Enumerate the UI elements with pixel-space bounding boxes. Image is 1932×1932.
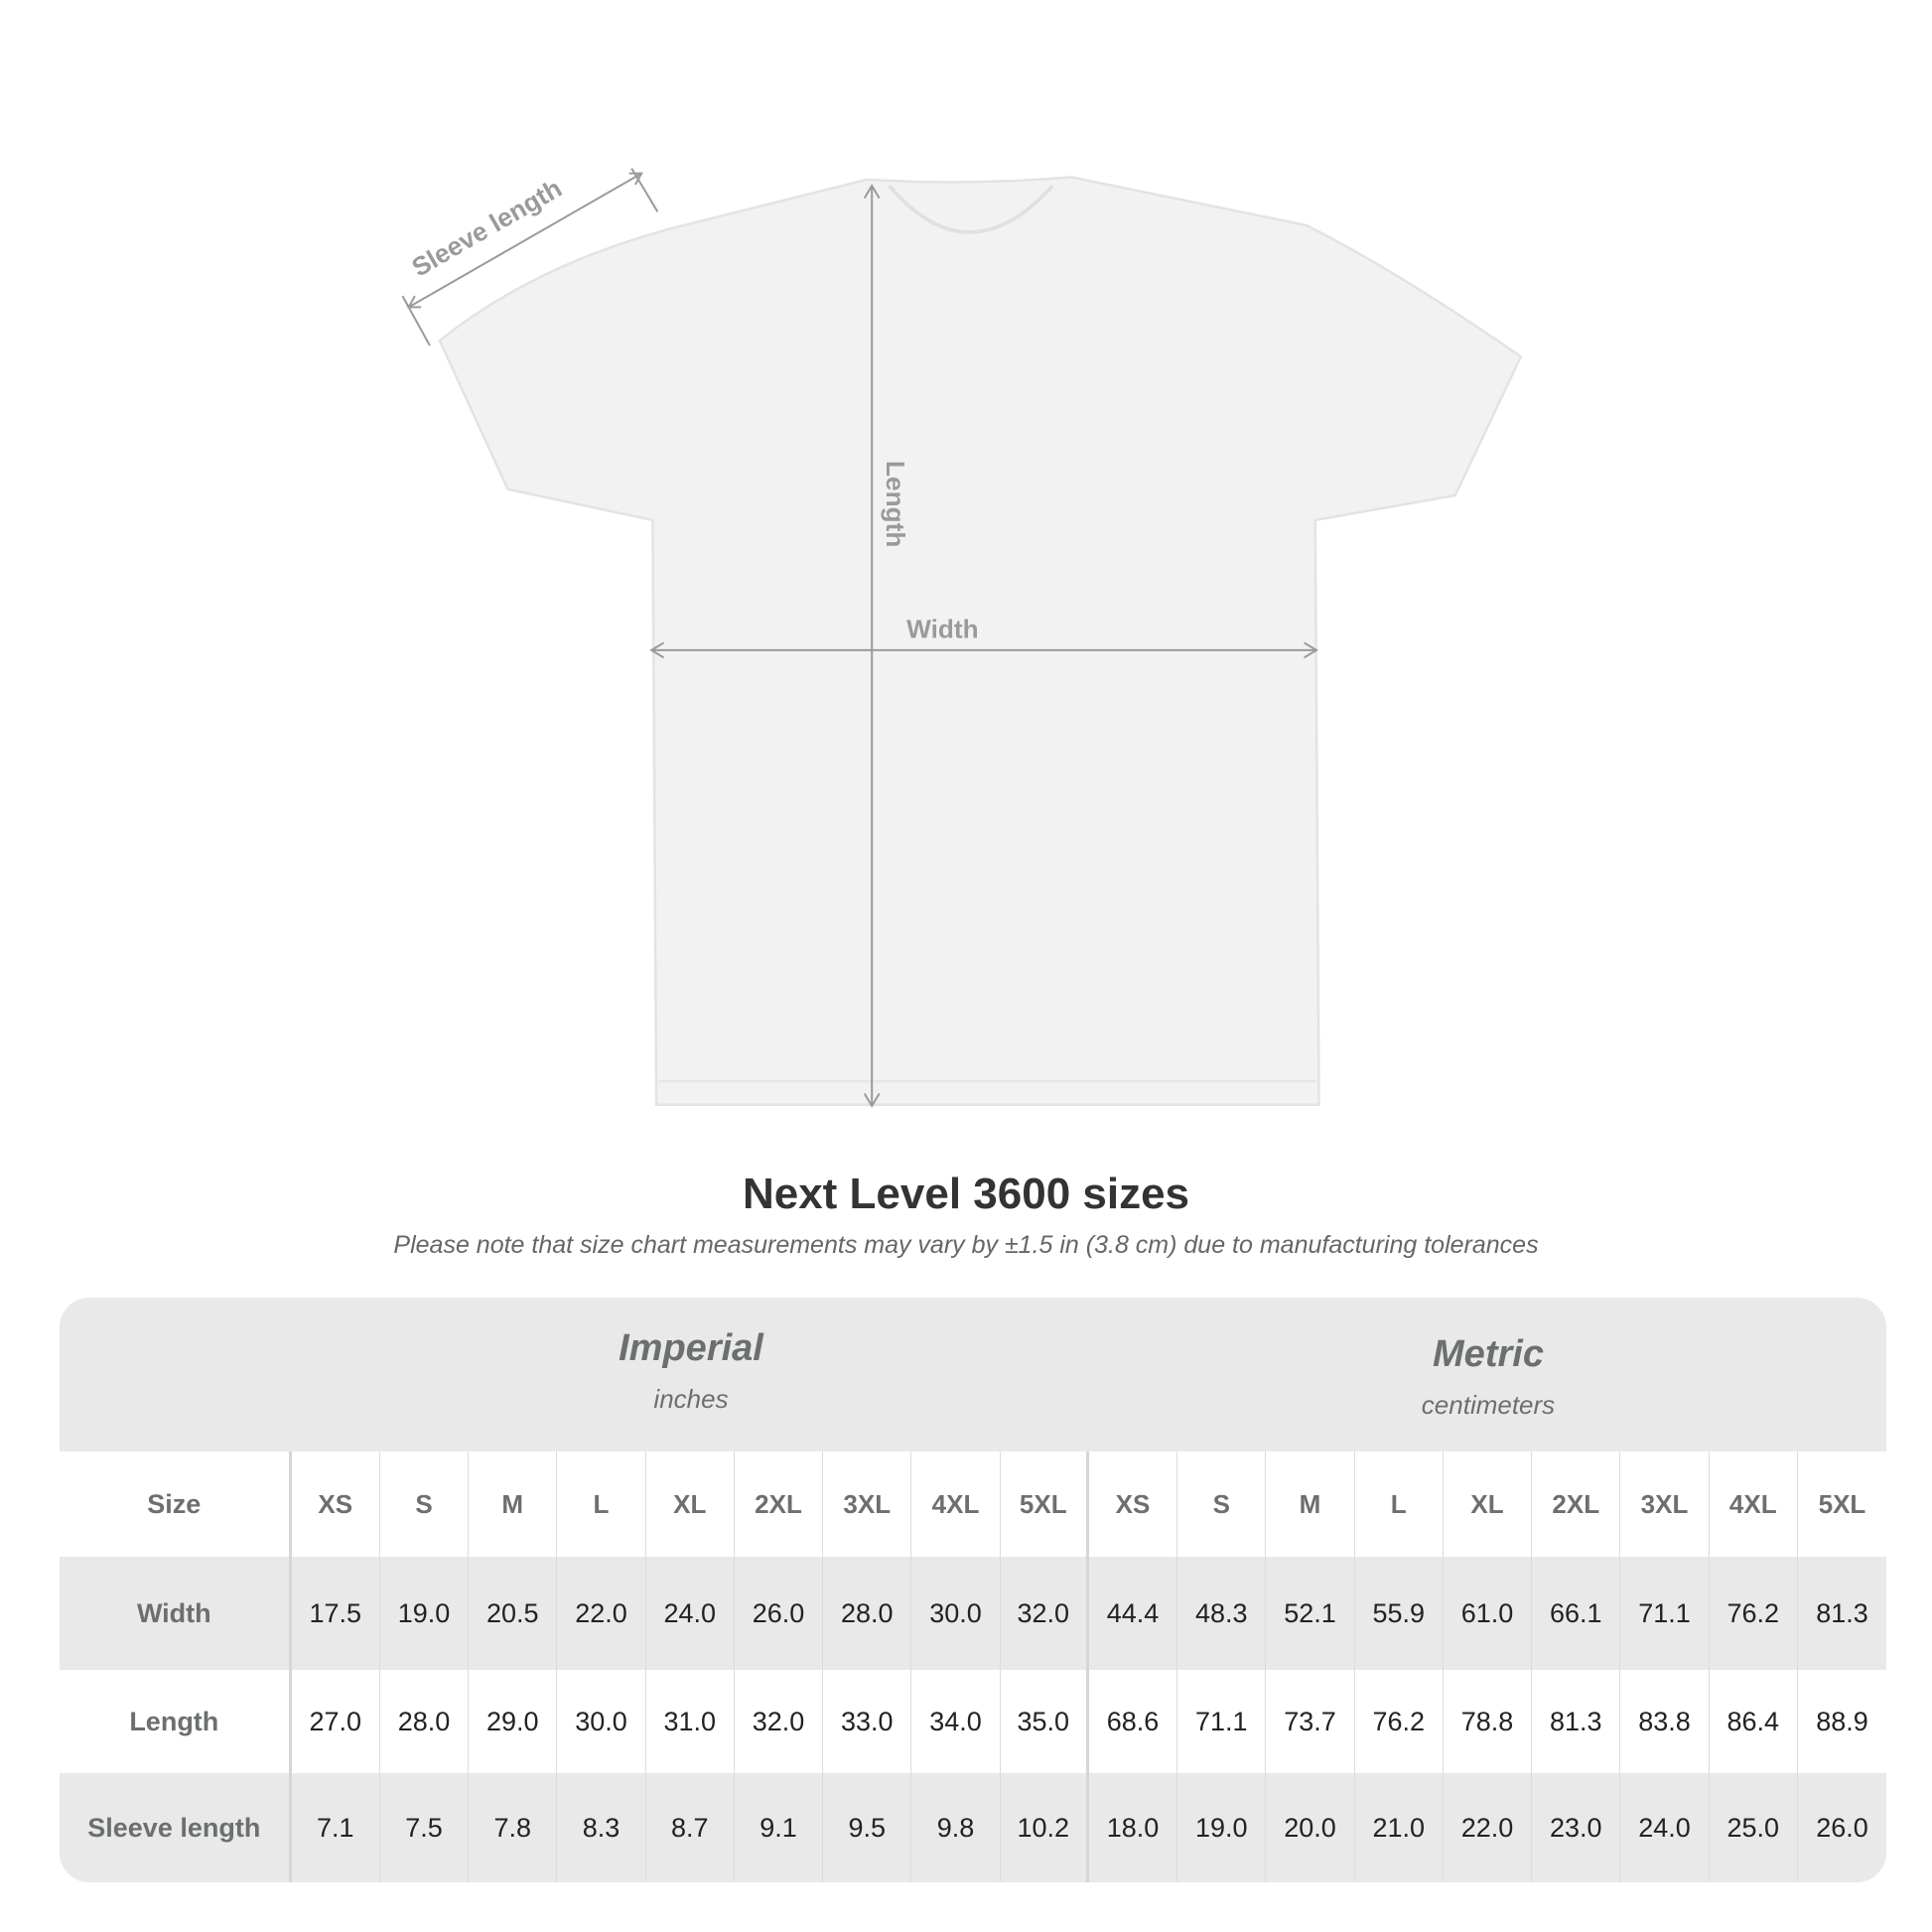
metric-cell: 55.9 (1355, 1557, 1444, 1670)
imperial-cell: 29.0 (469, 1670, 558, 1773)
length-row: Length 27.0 28.0 29.0 30.0 31.0 32.0 33.0 34.0 35… (60, 1670, 1886, 1773)
imperial-cell: 24.0 (646, 1557, 735, 1670)
sleeve-length-label: Sleeve length (407, 173, 567, 282)
imperial-cell: 10.2 (1001, 1773, 1089, 1882)
imperial-cell: 8.7 (646, 1773, 735, 1882)
metric-cell: 25.0 (1710, 1773, 1798, 1882)
metric-cell: 66.1 (1532, 1557, 1621, 1670)
imperial-cell: 30.0 (911, 1557, 1001, 1670)
metric-cell: 61.0 (1444, 1557, 1533, 1670)
imperial-cell: XS (292, 1451, 380, 1557)
metric-cell: 22.0 (1444, 1773, 1533, 1882)
metric-cell: 3XL (1620, 1451, 1710, 1557)
imperial-cell: M (469, 1451, 558, 1557)
imperial-cell: 33.0 (823, 1670, 912, 1773)
metric-cell: 81.3 (1532, 1670, 1621, 1773)
metric-cell: XL (1444, 1451, 1533, 1557)
metric-cell: 5XL (1818, 1488, 1866, 1519)
imperial-cell: 22.0 (557, 1557, 646, 1670)
metric-cell: 78.8 (1444, 1670, 1533, 1773)
row-label: Width (60, 1557, 292, 1670)
metric-cell: 71.1 (1620, 1557, 1710, 1670)
imperial-cell: 19.0 (380, 1557, 470, 1670)
imperial-cell: 35.0 (1001, 1670, 1089, 1773)
imperial-cell: 7.1 (292, 1773, 380, 1882)
width-label: Width (906, 614, 978, 643)
imperial-cell: 32.0 (735, 1670, 824, 1773)
metric-cell: 19.0 (1177, 1773, 1267, 1882)
imperial-cell: 2XL (735, 1451, 824, 1557)
imperial-cell: 26.0 (735, 1557, 824, 1670)
metric-cell: M (1266, 1451, 1355, 1557)
metric-cell: 81.3 (1816, 1597, 1868, 1628)
imperial-cell: 8.3 (557, 1773, 646, 1882)
sleeve-length-row: Sleeve length 7.1 7.5 7.8 8.3 8.7 9.1 9.5 9.8 10.… (60, 1773, 1886, 1882)
metric-cell: L (1355, 1451, 1444, 1557)
imperial-cell: 31.0 (646, 1670, 735, 1773)
imperial-cell: 9.5 (823, 1773, 912, 1882)
row-label: Size (60, 1451, 292, 1557)
metric-cell: XS (1089, 1451, 1178, 1557)
imperial-cell: 9.1 (735, 1773, 824, 1882)
tolerance-note: Please note that size chart measurements… (393, 1231, 1539, 1259)
metric-cell: 68.6 (1089, 1670, 1178, 1773)
imperial-cell: 28.0 (380, 1670, 470, 1773)
metric-unit: centimeters (1421, 1390, 1556, 1420)
sleeve-arrow (408, 172, 642, 309)
metric-cell: 4XL (1710, 1451, 1798, 1557)
imperial-cell: 34.0 (911, 1670, 1001, 1773)
length-label: Length (881, 461, 910, 547)
tshirt-shape (438, 176, 1523, 1106)
metric-cell: S (1177, 1451, 1267, 1557)
metric-cell: 52.1 (1266, 1557, 1355, 1670)
row-label: Length (60, 1670, 292, 1773)
imperial-cell: 7.8 (469, 1773, 558, 1882)
metric-cell: 26.0 (1816, 1812, 1868, 1843)
metric-cell: 20.0 (1266, 1773, 1355, 1882)
metric-cell: 2XL (1532, 1451, 1621, 1557)
imperial-cell: 4XL (911, 1451, 1001, 1557)
metric-cell: 88.9 (1816, 1706, 1868, 1736)
metric-cell: 21.0 (1355, 1773, 1444, 1882)
row-label: Sleeve length (60, 1773, 292, 1882)
imperial-unit: inches (653, 1384, 729, 1414)
imperial-cell: 17.5 (292, 1557, 380, 1670)
metric-cell: 23.0 (1532, 1773, 1621, 1882)
imperial-title: Imperial (619, 1327, 763, 1369)
metric-cell: 76.2 (1710, 1557, 1798, 1670)
metric-cell: 83.8 (1620, 1670, 1710, 1773)
imperial-cell: 9.8 (911, 1773, 1001, 1882)
imperial-cell: 7.5 (380, 1773, 470, 1882)
imperial-header: Imperial inches (292, 1298, 1090, 1481)
imperial-cell: S (380, 1451, 470, 1557)
size-row: Size XS S M L XL 2XL 3XL 4XL 5XL XS S M L XL 2XL 3XL 4XL 5… (60, 1451, 1886, 1557)
imperial-cell: XL (646, 1451, 735, 1557)
imperial-cell: 27.0 (292, 1670, 380, 1773)
metric-cell: 86.4 (1710, 1670, 1798, 1773)
size-table: Imperial inches Metric centimeters Size X… (60, 1298, 1886, 1882)
imperial-cell: 28.0 (823, 1557, 912, 1670)
page-title: Next Level 3600 sizes (742, 1170, 1190, 1218)
metric-cell: 24.0 (1620, 1773, 1710, 1882)
imperial-cell: 20.5 (469, 1557, 558, 1670)
metric-cell: 18.0 (1089, 1773, 1178, 1882)
metric-cell: 44.4 (1089, 1557, 1178, 1670)
imperial-cell: 32.0 (1001, 1557, 1089, 1670)
metric-header: Metric centimeters (1090, 1298, 1886, 1487)
metric-cell: 48.3 (1177, 1557, 1267, 1670)
metric-cell: 76.2 (1355, 1670, 1444, 1773)
imperial-cell: L (557, 1451, 646, 1557)
tshirt-collar (888, 184, 1054, 234)
imperial-cell: 3XL (823, 1451, 912, 1557)
metric-title: Metric (1433, 1333, 1544, 1375)
imperial-cell: 5XL (1001, 1451, 1089, 1557)
imperial-cell: 30.0 (557, 1670, 646, 1773)
width-row: Width 17.5 19.0 20.5 22.0 24.0 26.0 28.0 30.0 32.… (60, 1557, 1886, 1670)
metric-cell: 73.7 (1266, 1670, 1355, 1773)
metric-cell: 71.1 (1177, 1670, 1267, 1773)
